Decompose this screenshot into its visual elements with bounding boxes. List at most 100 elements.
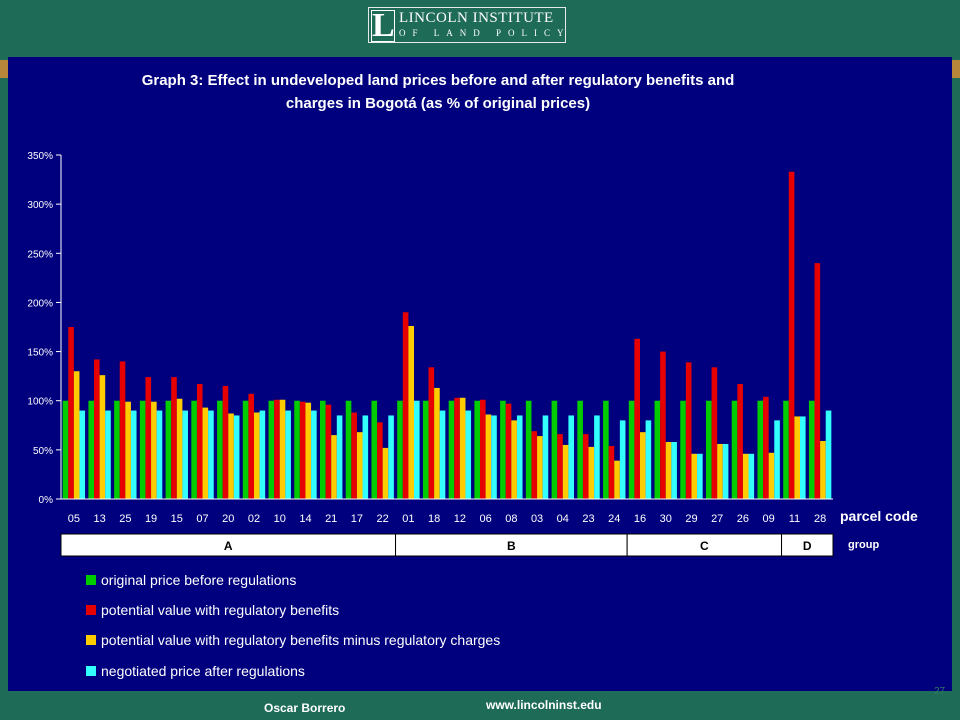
benefit-value-bar	[531, 431, 538, 499]
original-price-bar	[217, 400, 223, 499]
x-tick-label: 04	[557, 513, 569, 525]
x-tick-label: 24	[608, 513, 620, 525]
x-tick-label: 21	[325, 513, 337, 525]
benefit-minus-charge-bar	[537, 436, 543, 499]
x-tick-label: 27	[711, 513, 723, 525]
original-price-bar	[628, 400, 635, 499]
original-price-bar	[191, 400, 197, 499]
original-price-bar	[62, 400, 69, 499]
benefit-minus-charge-bar	[279, 399, 286, 499]
benefit-value-bar	[325, 404, 332, 499]
x-tick-label: 13	[93, 513, 105, 525]
negotiated-price-bar	[79, 410, 86, 499]
lincoln-institute-logo: L LINCOLN INSTITUTE OF LAND POLICY	[368, 7, 566, 44]
benefit-minus-charge-bar	[408, 326, 414, 499]
group-label: B	[507, 539, 516, 553]
original-price-bar	[731, 400, 738, 499]
benefit-value-bar	[145, 377, 152, 499]
original-price-bar	[422, 400, 429, 499]
negotiated-price-bar	[491, 415, 497, 499]
x-tick-label: 26	[737, 513, 749, 525]
benefit-minus-charge-bar	[73, 371, 80, 499]
benefit-minus-charge-bar	[794, 416, 800, 499]
benefit-value-bar	[814, 263, 821, 499]
benefit-minus-charge-bar	[228, 413, 234, 499]
benefit-value-bar	[660, 351, 666, 499]
benefit-value-bar	[351, 412, 357, 499]
negotiated-price-bar	[825, 410, 832, 499]
original-price-bar	[680, 400, 686, 499]
y-tick-label: 250%	[27, 249, 53, 260]
benefit-value-bar	[171, 377, 177, 499]
benefit-value-bar	[248, 393, 254, 499]
benefit-minus-charge-bar	[820, 441, 826, 499]
x-tick-label: 12	[454, 513, 466, 525]
y-tick-label: 50%	[33, 446, 53, 457]
negotiated-price-bar	[233, 415, 240, 499]
x-tick-label: 01	[402, 513, 414, 525]
group-axis-label: group	[848, 539, 879, 551]
negotiated-price-bar	[465, 410, 472, 499]
x-tick-label: 22	[377, 513, 389, 525]
negotiated-price-bar	[542, 415, 549, 499]
benefit-minus-charge-bar	[511, 420, 517, 499]
negotiated-price-bar	[697, 453, 703, 499]
benefit-minus-charge-bar	[614, 460, 620, 499]
original-price-bar	[757, 400, 764, 499]
group-label: C	[700, 539, 709, 553]
negotiated-price-bar	[774, 420, 780, 499]
legend-swatch	[86, 575, 96, 585]
benefit-minus-charge-bar	[640, 432, 646, 499]
bar-series	[62, 171, 832, 500]
benefit-value-bar	[737, 384, 743, 499]
negotiated-price-bar	[259, 410, 266, 499]
y-tick-label: 300%	[27, 200, 53, 211]
negotiated-price-bar	[105, 410, 111, 499]
x-tick-label: 07	[196, 513, 208, 525]
legend-entry: potential value with regulatory benefits	[101, 602, 339, 618]
x-tick-label: 11	[789, 513, 800, 525]
x-axis: 05 13 25 19 15 07 20 02 10 14 21 17 22 01 18 12 06 08 03 04…	[61, 498, 833, 525]
group-label: A	[224, 539, 233, 553]
footer-website-link[interactable]: www.lincolninst.edu	[486, 698, 602, 712]
original-price-bar	[525, 400, 532, 499]
benefit-minus-charge-bar	[485, 414, 492, 499]
x-tick-label: 02	[248, 513, 260, 525]
negotiated-price-bar	[594, 415, 600, 499]
benefit-value-bar	[454, 397, 460, 499]
legend-swatch	[86, 635, 96, 645]
original-price-bar	[294, 400, 300, 499]
benefit-minus-charge-bar	[459, 397, 466, 499]
negotiated-price-bar	[414, 400, 420, 499]
benefit-value-bar	[222, 385, 229, 499]
negotiated-price-bar	[156, 410, 163, 499]
original-price-bar	[808, 400, 815, 499]
benefit-value-bar	[428, 367, 435, 499]
group-cell	[781, 533, 834, 557]
original-price-bar	[448, 400, 455, 499]
logo-line-1: LINCOLN INSTITUTE	[399, 10, 554, 26]
benefit-value-bar	[299, 401, 306, 499]
logo-line-2: OF LAND POLICY	[399, 28, 571, 38]
original-price-bar	[603, 400, 609, 499]
chart-title-line-1: Graph 3: Effect in undeveloped land pric…	[142, 72, 735, 89]
benefit-minus-charge-bar	[151, 401, 157, 499]
negotiated-price-bar	[182, 410, 188, 499]
negotiated-price-bar	[362, 415, 369, 499]
logo-letter: L	[372, 7, 395, 44]
negotiated-price-bar	[671, 441, 677, 499]
benefit-minus-charge-bar	[254, 412, 260, 499]
y-axis: 0% 50% 100% 150% 200% 250% 300% 350%	[27, 151, 62, 506]
legend-entry: potential value with regulatory benefits…	[101, 632, 500, 648]
footer-author: Oscar Borrero	[264, 701, 346, 715]
benefit-value-bar	[608, 445, 615, 499]
negotiated-price-bar	[208, 410, 214, 499]
original-price-bar	[242, 400, 249, 499]
logo-letter-frame	[371, 10, 395, 42]
y-tick-label: 350%	[27, 151, 53, 162]
y-tick-label: 0%	[39, 495, 54, 506]
chart-legend: original price before regulations potenti…	[86, 572, 500, 679]
chart-title-line-2: charges in Bogotá (as % of original pric…	[286, 95, 590, 112]
x-tick-label: 10	[274, 513, 286, 525]
